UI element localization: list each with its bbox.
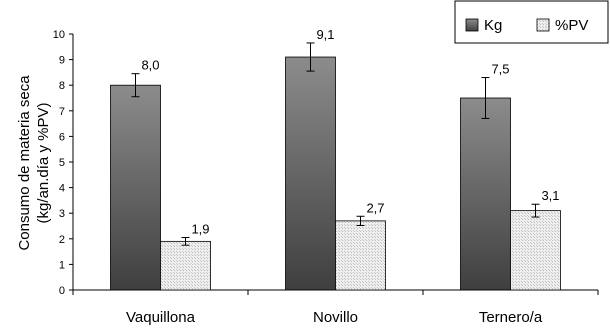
y-tick-label: 7	[59, 106, 65, 118]
y-tick-label: 1	[59, 259, 65, 271]
y-tick-label: 9	[59, 55, 65, 67]
y-tick-label: 5	[59, 157, 65, 169]
x-category-label: Novillo	[313, 309, 358, 326]
y-tick-label: 0	[59, 285, 65, 297]
y-tick-label: 4	[59, 183, 65, 195]
x-category-label: Vaquillona	[126, 309, 196, 326]
data-label: 8,0	[141, 58, 159, 73]
bar-kg	[285, 56, 336, 291]
data-label: 2,7	[366, 200, 384, 215]
legend-label-pv: %PV	[555, 17, 588, 34]
y-axis-title-line-1: Consumo de materia seca	[16, 75, 33, 251]
data-label: 1,9	[191, 222, 209, 237]
y-axis-title: Consumo de materia seca (kg/an.día y %PV…	[16, 75, 52, 251]
data-label: 9,1	[316, 27, 334, 42]
y-axis-title-line-2: (kg/an.día y %PV)	[35, 103, 52, 224]
y-tick-label: 10	[53, 29, 65, 41]
bar-kg	[460, 97, 511, 291]
legend-swatch-kg	[465, 18, 479, 32]
bar-pv	[510, 210, 561, 291]
bar-pv	[160, 240, 211, 291]
bar-kg	[110, 84, 161, 291]
y-tick-label: 8	[59, 80, 65, 92]
bar-pv	[335, 220, 386, 291]
y-tick-label: 2	[59, 234, 65, 246]
data-label: 3,1	[541, 188, 559, 203]
legend-box	[454, 0, 609, 44]
legend: Kg %PV	[454, 0, 609, 44]
data-label: 7,5	[491, 62, 509, 77]
y-tick-label: 3	[59, 208, 65, 220]
plot-area: 0 1 2 3 4 5 6 7 8 9 10 Vaquillona Novillo Ternero/a 8,…	[53, 27, 599, 326]
y-tick-label: 6	[59, 131, 65, 143]
x-category-label: Ternero/a	[479, 309, 543, 326]
legend-label-kg: Kg	[484, 17, 502, 34]
legend-swatch-pv	[536, 18, 550, 32]
